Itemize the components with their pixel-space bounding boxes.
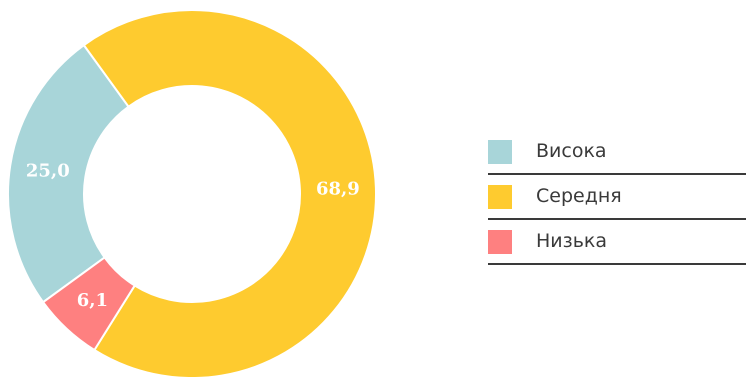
legend-swatch-low (488, 229, 512, 254)
donut-chart: 25,0 68,9 6,1 (7, 9, 377, 377)
legend-swatch-medium (488, 184, 512, 209)
legend-label-low: Низька (536, 230, 608, 252)
slice-low (41, 256, 137, 352)
slice-label-medium: 68,9 (316, 178, 360, 199)
legend-item-medium: Середня (488, 175, 746, 220)
slice-label-low: 6,1 (77, 290, 108, 311)
slice-label-high: 25,0 (26, 161, 70, 182)
legend-item-low: Низька (488, 220, 746, 265)
legend-label-medium: Середня (536, 185, 622, 207)
slice-medium (82, 9, 377, 377)
legend: Висока Середня Низька (488, 130, 746, 265)
slice-high (7, 43, 130, 304)
legend-label-high: Висока (536, 140, 607, 162)
legend-swatch-high (488, 139, 512, 164)
legend-item-high: Висока (488, 130, 746, 175)
